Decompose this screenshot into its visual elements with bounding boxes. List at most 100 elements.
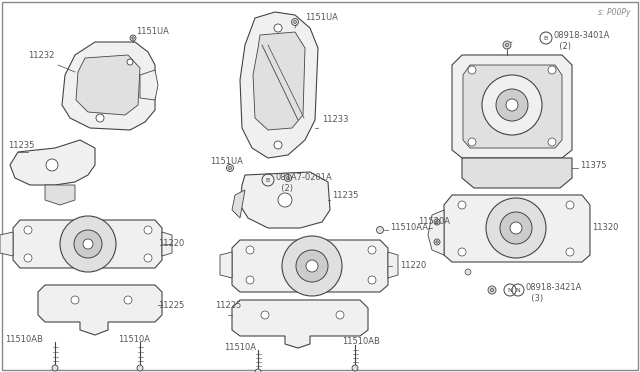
Text: B: B — [544, 35, 548, 41]
Polygon shape — [220, 252, 232, 278]
Circle shape — [274, 24, 282, 32]
Circle shape — [255, 369, 261, 372]
Circle shape — [510, 222, 522, 234]
Circle shape — [458, 248, 466, 256]
Circle shape — [376, 227, 383, 234]
Text: s: P00Py: s: P00Py — [598, 8, 630, 17]
Circle shape — [278, 193, 292, 207]
Circle shape — [368, 276, 376, 284]
Text: 11510A: 11510A — [118, 336, 150, 344]
Text: 1151UA: 1151UA — [136, 28, 169, 36]
Polygon shape — [45, 185, 75, 205]
Text: 11235: 11235 — [8, 141, 35, 150]
Text: (3): (3) — [526, 294, 543, 302]
Circle shape — [566, 248, 574, 256]
Polygon shape — [232, 190, 245, 218]
Polygon shape — [0, 232, 13, 256]
Circle shape — [548, 138, 556, 146]
Circle shape — [144, 226, 152, 234]
Circle shape — [282, 236, 342, 296]
Polygon shape — [240, 172, 330, 228]
Circle shape — [368, 246, 376, 254]
Circle shape — [434, 219, 440, 225]
Polygon shape — [462, 158, 572, 188]
Circle shape — [124, 296, 132, 304]
Polygon shape — [388, 252, 398, 278]
Circle shape — [46, 159, 58, 171]
Text: (2): (2) — [276, 183, 293, 192]
Polygon shape — [162, 232, 172, 256]
Text: 1151UA: 1151UA — [210, 157, 243, 167]
Text: 11225: 11225 — [158, 301, 184, 310]
Polygon shape — [13, 220, 162, 268]
Polygon shape — [452, 55, 572, 158]
Circle shape — [227, 164, 234, 171]
Text: 08918-3421A: 08918-3421A — [526, 283, 582, 292]
Polygon shape — [140, 70, 158, 100]
Circle shape — [24, 254, 32, 262]
Text: N: N — [508, 288, 513, 292]
Text: 11520A: 11520A — [418, 218, 450, 227]
Polygon shape — [253, 32, 305, 130]
Text: 11220: 11220 — [158, 240, 184, 248]
Text: 11510AB: 11510AB — [5, 336, 43, 344]
Circle shape — [436, 241, 438, 243]
Circle shape — [287, 177, 289, 179]
Polygon shape — [232, 300, 368, 348]
Circle shape — [352, 365, 358, 371]
Circle shape — [285, 174, 291, 182]
Circle shape — [548, 66, 556, 74]
Circle shape — [506, 99, 518, 111]
Circle shape — [24, 226, 32, 234]
Polygon shape — [463, 65, 562, 148]
Polygon shape — [240, 12, 318, 158]
Circle shape — [137, 365, 143, 371]
Circle shape — [52, 365, 58, 371]
Text: (2): (2) — [554, 42, 571, 51]
Polygon shape — [10, 140, 95, 185]
Circle shape — [246, 276, 254, 284]
Circle shape — [130, 35, 136, 41]
Circle shape — [436, 221, 438, 223]
Text: B: B — [266, 177, 270, 183]
Circle shape — [274, 141, 282, 149]
Text: 11220: 11220 — [400, 262, 426, 270]
Text: 11233: 11233 — [322, 115, 349, 125]
Circle shape — [144, 254, 152, 262]
Text: 11232: 11232 — [28, 51, 54, 60]
Circle shape — [482, 75, 542, 135]
Text: 08918-3401A: 08918-3401A — [554, 32, 611, 41]
Polygon shape — [444, 195, 590, 262]
Text: 1151UA: 1151UA — [305, 13, 338, 22]
Text: N: N — [516, 288, 520, 292]
Circle shape — [83, 239, 93, 249]
Text: 11320: 11320 — [592, 224, 618, 232]
Circle shape — [490, 288, 493, 292]
Circle shape — [291, 19, 298, 26]
Circle shape — [96, 114, 104, 122]
Circle shape — [468, 138, 476, 146]
Circle shape — [506, 44, 509, 46]
Circle shape — [566, 201, 574, 209]
Circle shape — [60, 216, 116, 272]
Circle shape — [468, 66, 476, 74]
Polygon shape — [38, 285, 162, 335]
Circle shape — [503, 41, 511, 49]
Polygon shape — [232, 240, 388, 292]
Circle shape — [488, 286, 496, 294]
Circle shape — [74, 230, 102, 258]
Circle shape — [132, 37, 134, 39]
Polygon shape — [76, 55, 140, 115]
Circle shape — [336, 311, 344, 319]
Text: 11510AB: 11510AB — [342, 337, 380, 346]
Circle shape — [228, 167, 232, 169]
Circle shape — [296, 250, 328, 282]
Circle shape — [465, 269, 471, 275]
Circle shape — [294, 20, 296, 23]
Circle shape — [500, 212, 532, 244]
Polygon shape — [62, 42, 155, 130]
Polygon shape — [428, 210, 444, 255]
Text: 11510A: 11510A — [224, 343, 256, 353]
Circle shape — [434, 239, 440, 245]
Text: 11225: 11225 — [215, 301, 241, 310]
